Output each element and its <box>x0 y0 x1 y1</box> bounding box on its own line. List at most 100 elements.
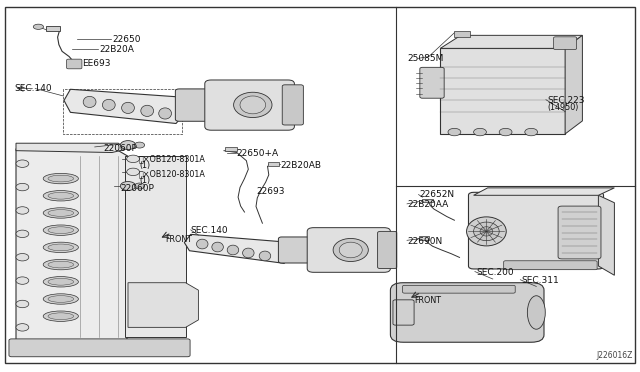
Circle shape <box>16 230 29 238</box>
Ellipse shape <box>43 259 79 270</box>
Circle shape <box>16 324 29 331</box>
Circle shape <box>120 141 136 150</box>
Text: SEC.140: SEC.140 <box>191 226 228 235</box>
Ellipse shape <box>141 105 154 116</box>
Bar <box>454 31 470 37</box>
Circle shape <box>120 182 136 190</box>
Ellipse shape <box>48 313 74 320</box>
Ellipse shape <box>83 96 96 108</box>
Text: Ⓛ×OB120-8301A: Ⓛ×OB120-8301A <box>139 169 205 178</box>
Ellipse shape <box>43 242 79 253</box>
Circle shape <box>16 300 29 308</box>
FancyBboxPatch shape <box>307 228 390 272</box>
Text: EE693: EE693 <box>82 60 111 68</box>
Text: 25085M: 25085M <box>407 54 444 63</box>
Circle shape <box>16 160 29 167</box>
Circle shape <box>16 277 29 284</box>
Circle shape <box>499 128 512 136</box>
Text: FRONT: FRONT <box>165 235 192 244</box>
FancyBboxPatch shape <box>205 80 294 130</box>
Ellipse shape <box>196 239 208 249</box>
Ellipse shape <box>234 92 272 118</box>
Polygon shape <box>16 149 128 342</box>
Ellipse shape <box>48 209 74 217</box>
FancyBboxPatch shape <box>378 231 397 269</box>
Circle shape <box>16 183 29 191</box>
Circle shape <box>127 155 140 163</box>
Ellipse shape <box>48 261 74 268</box>
Text: J226016Z: J226016Z <box>596 351 632 360</box>
Ellipse shape <box>259 251 271 261</box>
Ellipse shape <box>159 108 172 119</box>
Polygon shape <box>16 143 125 153</box>
Ellipse shape <box>333 238 369 262</box>
FancyBboxPatch shape <box>278 237 326 263</box>
Bar <box>268 162 279 166</box>
Text: FRONT: FRONT <box>415 296 442 305</box>
Ellipse shape <box>43 173 79 184</box>
FancyBboxPatch shape <box>403 285 515 293</box>
FancyBboxPatch shape <box>440 48 565 134</box>
Text: 22693: 22693 <box>256 187 285 196</box>
Ellipse shape <box>43 294 79 304</box>
Ellipse shape <box>102 99 115 110</box>
FancyBboxPatch shape <box>420 67 444 98</box>
Circle shape <box>134 142 145 148</box>
Ellipse shape <box>48 227 74 234</box>
Polygon shape <box>474 188 614 195</box>
Ellipse shape <box>480 227 493 236</box>
Text: 22650: 22650 <box>113 35 141 44</box>
Ellipse shape <box>48 244 74 251</box>
FancyBboxPatch shape <box>554 37 577 49</box>
Text: 22650+A: 22650+A <box>237 149 279 158</box>
Ellipse shape <box>212 242 223 252</box>
FancyBboxPatch shape <box>504 261 597 270</box>
Text: 22B20A: 22B20A <box>99 45 134 54</box>
Ellipse shape <box>33 24 44 29</box>
Ellipse shape <box>339 242 362 258</box>
Bar <box>419 236 429 240</box>
Text: Ⓛ×OB120-8301A: Ⓛ×OB120-8301A <box>139 155 205 164</box>
Bar <box>46 26 60 31</box>
Text: SEC.311: SEC.311 <box>522 276 559 285</box>
Ellipse shape <box>243 248 254 258</box>
Ellipse shape <box>43 225 79 235</box>
FancyBboxPatch shape <box>393 300 414 325</box>
Text: (1): (1) <box>139 176 150 185</box>
FancyBboxPatch shape <box>390 283 544 342</box>
Text: 22060P: 22060P <box>104 144 138 153</box>
Ellipse shape <box>240 96 266 114</box>
Text: 22060P: 22060P <box>120 184 154 193</box>
Text: (14950): (14950) <box>547 103 579 112</box>
Text: SEC.140: SEC.140 <box>14 84 52 93</box>
Ellipse shape <box>122 102 134 113</box>
Ellipse shape <box>227 245 239 255</box>
Ellipse shape <box>48 192 74 199</box>
Bar <box>422 199 433 202</box>
Ellipse shape <box>48 175 74 182</box>
Ellipse shape <box>48 296 74 302</box>
FancyBboxPatch shape <box>282 85 303 125</box>
Polygon shape <box>565 35 582 134</box>
Ellipse shape <box>527 296 545 329</box>
Ellipse shape <box>43 190 79 201</box>
Text: SEC.223: SEC.223 <box>547 96 585 105</box>
Polygon shape <box>184 234 289 263</box>
Polygon shape <box>128 283 198 327</box>
Text: 22652N: 22652N <box>420 190 455 199</box>
Circle shape <box>525 128 538 136</box>
FancyBboxPatch shape <box>175 89 228 121</box>
Text: (1): (1) <box>139 161 150 170</box>
FancyBboxPatch shape <box>9 339 190 357</box>
Circle shape <box>448 128 461 136</box>
Circle shape <box>127 168 140 176</box>
Circle shape <box>16 207 29 214</box>
FancyBboxPatch shape <box>468 192 604 269</box>
Text: 22B20AB: 22B20AB <box>280 161 321 170</box>
Ellipse shape <box>467 217 506 246</box>
Bar <box>225 147 237 151</box>
Text: SEC.200: SEC.200 <box>476 268 514 277</box>
Ellipse shape <box>43 208 79 218</box>
Ellipse shape <box>43 276 79 287</box>
Polygon shape <box>125 156 186 337</box>
